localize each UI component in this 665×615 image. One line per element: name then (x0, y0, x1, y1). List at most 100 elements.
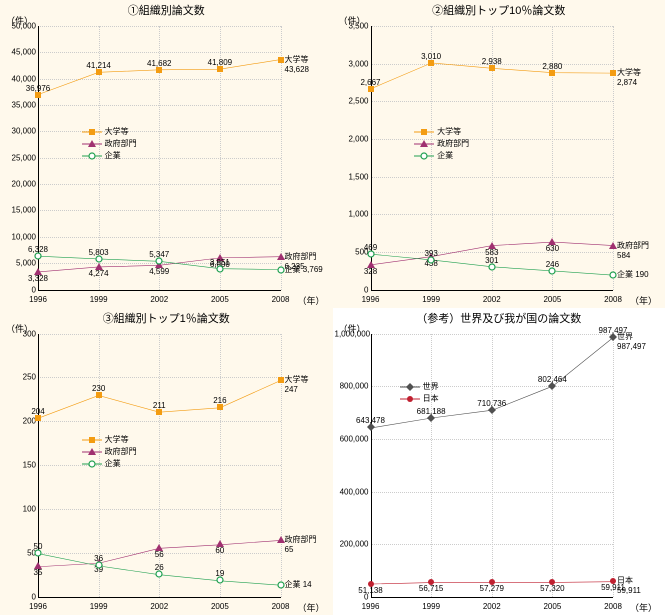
y-tick: 45,000 (2, 48, 36, 57)
y-tick: 40,000 (2, 74, 36, 83)
data-label: 2,880 (542, 62, 562, 71)
y-tick: 3,500 (335, 22, 369, 31)
plot-area: 0501001502002503001996199920022005200820… (38, 334, 281, 598)
data-label: 230 (92, 384, 105, 393)
data-label: 393 (424, 249, 437, 258)
x-tick: 1996 (362, 602, 380, 611)
data-label: 50 (34, 542, 43, 551)
legend: 大学等政府部門企業 (414, 126, 469, 162)
data-label: 246 (546, 260, 559, 269)
y-tick: 10,000 (2, 232, 36, 241)
data-label: 36,976 (26, 84, 50, 93)
x-unit-label: （年） (297, 601, 324, 614)
x-unit-label: （年） (297, 294, 324, 307)
x-tick: 1999 (90, 602, 108, 611)
data-label: 56 (155, 550, 164, 559)
y-tick: 0 (2, 593, 36, 602)
data-label: 216 (213, 396, 226, 405)
data-label: 2,667 (360, 78, 380, 87)
data-label: 301 (485, 256, 498, 265)
x-tick: 2005 (211, 602, 229, 611)
data-label: 60 (215, 546, 224, 555)
data-label: 35 (34, 568, 43, 577)
series-end-label: 企業 14 (285, 579, 312, 590)
data-label: 643,478 (356, 417, 385, 426)
data-label: 630 (546, 244, 559, 253)
data-label: 51,138 (358, 585, 382, 594)
x-tick: 1999 (90, 295, 108, 304)
y-tick: 100 (2, 505, 36, 514)
y-tick: 2,000 (335, 134, 369, 143)
y-tick: 15,000 (2, 206, 36, 215)
series-end-label: 大学等2,874 (617, 67, 641, 87)
data-label: 710,736 (477, 399, 506, 408)
y-tick: 2,500 (335, 97, 369, 106)
y-tick: 0 (335, 285, 369, 294)
x-unit-label: （年） (630, 294, 657, 307)
data-label: 5,803 (89, 248, 109, 257)
x-tick: 1996 (362, 295, 380, 304)
data-label: 41,809 (208, 58, 232, 67)
data-label: 3,010 (421, 52, 441, 61)
data-label: 56,715 (419, 584, 443, 593)
x-tick: 2002 (150, 295, 168, 304)
series-end-label: 政府部門584 (617, 240, 649, 260)
y-tick: 1,500 (335, 172, 369, 181)
y-tick: 25,000 (2, 153, 36, 162)
data-label: 204 (31, 407, 44, 416)
data-label: 3,951 (210, 258, 230, 267)
y-tick: 800,000 (335, 382, 369, 391)
data-label: 41,682 (147, 59, 171, 68)
series-end-label: 大学等43,628 (285, 54, 309, 74)
x-tick: 2008 (272, 295, 290, 304)
x-tick: 2008 (604, 602, 622, 611)
series-end-label: 日本59,911 (617, 575, 641, 595)
y-tick: 3,000 (335, 59, 369, 68)
data-label: 4,599 (149, 267, 169, 276)
x-tick: 2005 (543, 602, 561, 611)
x-tick: 2008 (272, 602, 290, 611)
data-label: 19 (215, 569, 224, 578)
series-end-label: 企業 3,769 (285, 264, 323, 275)
y-tick: 250 (2, 373, 36, 382)
data-label: 469 (364, 243, 377, 252)
y-tick: 400,000 (335, 487, 369, 496)
chart-panel: ①組織別論文数（件）（年）05,00010,00015,00020,00025,… (0, 0, 333, 308)
x-tick: 1996 (29, 602, 47, 611)
plot-area: 05,00010,00015,00020,00025,00030,00035,0… (38, 26, 281, 290)
legend: 大学等政府部門企業 (82, 434, 137, 470)
chart-title: ①組織別論文数 (0, 0, 333, 18)
x-tick: 2005 (543, 295, 561, 304)
data-label: 5,347 (149, 251, 169, 260)
data-label: 2,938 (482, 57, 502, 66)
y-tick: 50,000 (2, 22, 36, 31)
chart-panel: （参考）世界及び我が国の論文数（件）（年）0200,000400,000600,… (333, 308, 665, 615)
chart-panel: ③組織別トップ1％論文数（件）（年）0501001502002503001996… (0, 308, 333, 615)
y-tick: 30,000 (2, 127, 36, 136)
data-label: 6,328 (28, 245, 48, 254)
series-end-label: 企業 190 (617, 269, 649, 280)
y-tick: 35,000 (2, 101, 36, 110)
x-unit-label: （年） (630, 601, 657, 614)
y-tick: 1,000,000 (335, 329, 369, 338)
x-tick: 2002 (483, 602, 501, 611)
y-tick: 5,000 (2, 259, 36, 268)
chart-title: （参考）世界及び我が国の論文数 (333, 308, 665, 326)
series-end-label: 大学等247 (285, 374, 309, 394)
data-label: 57,320 (540, 584, 564, 593)
data-label: 3,328 (28, 274, 48, 283)
y-tick: 20,000 (2, 180, 36, 189)
chart-panel: ②組織別トップ10％論文数（件）（年）05001,0001,5002,0002,… (333, 0, 665, 308)
data-label: 4,274 (89, 269, 109, 278)
data-label: 57,279 (480, 584, 504, 593)
data-label: 211 (153, 401, 166, 410)
x-tick: 1999 (422, 295, 440, 304)
chart-title: ③組織別トップ1％論文数 (0, 308, 333, 326)
data-label: 681,188 (417, 407, 446, 416)
y-tick: 1,000 (335, 210, 369, 219)
data-label: 328 (364, 267, 377, 276)
x-tick: 2002 (150, 602, 168, 611)
data-label: 802,464 (538, 375, 567, 384)
y-tick: 300 (2, 329, 36, 338)
x-tick: 1999 (422, 602, 440, 611)
